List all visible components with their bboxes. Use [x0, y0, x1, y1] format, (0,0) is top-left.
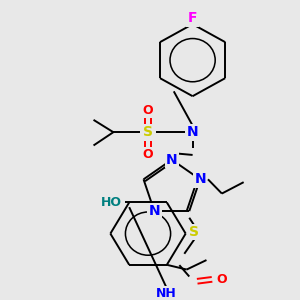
- Text: O: O: [217, 273, 227, 286]
- Text: N: N: [187, 125, 198, 139]
- Text: S: S: [143, 125, 153, 139]
- Text: HO: HO: [101, 196, 122, 209]
- Text: N: N: [148, 204, 160, 218]
- Text: NH: NH: [156, 287, 177, 300]
- Text: O: O: [143, 104, 153, 117]
- Text: N: N: [194, 172, 206, 186]
- Text: O: O: [143, 148, 153, 161]
- Text: F: F: [188, 11, 197, 26]
- Text: S: S: [189, 225, 199, 239]
- Text: N: N: [166, 153, 178, 167]
